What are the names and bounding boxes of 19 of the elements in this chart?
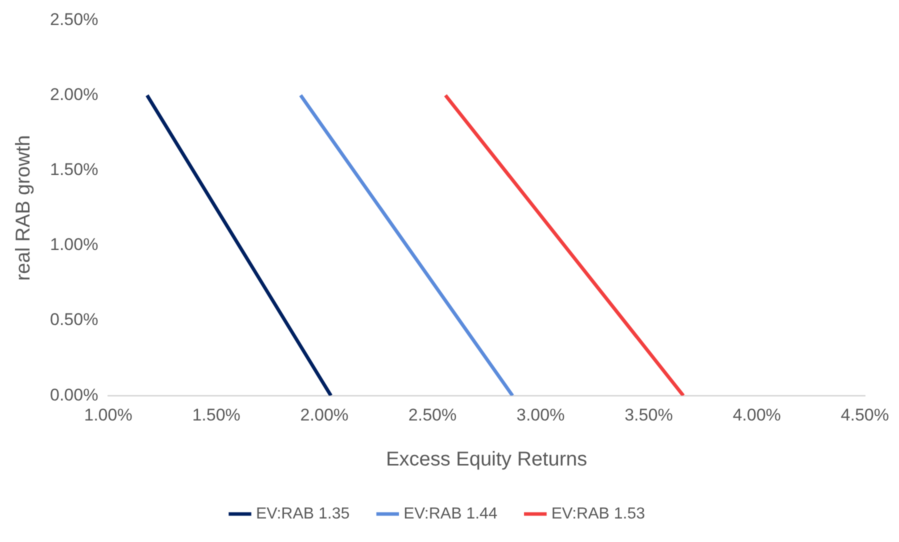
x-tick-label: 1.00%: [84, 405, 132, 424]
y-tick-label: 0.50%: [50, 310, 98, 330]
x-tick-label: 1.50%: [192, 405, 240, 424]
x-tick-label: 3.50%: [624, 405, 673, 424]
legend-label: EV:RAB 1.35: [256, 505, 350, 522]
x-tick-label: 3.00%: [516, 405, 565, 424]
y-tick-label: 1.00%: [50, 235, 98, 254]
x-tick-label: 4.50%: [840, 405, 889, 424]
x-tick-label: 2.50%: [408, 405, 457, 424]
y-tick-label: 2.00%: [50, 84, 98, 104]
x-tick-label: 2.00%: [300, 405, 349, 424]
x-axis-title: Excess Equity Returns: [386, 448, 588, 471]
y-tick-label: 2.50%: [50, 10, 98, 29]
y-tick-label: 0.00%: [50, 385, 98, 404]
y-axis-title: real RAB growth: [12, 135, 35, 281]
y-tick-label: 1.50%: [50, 160, 98, 180]
x-tick-label: 4.00%: [732, 405, 781, 424]
legend-label: EV:RAB 1.44: [404, 505, 498, 522]
legend-label: EV:RAB 1.53: [551, 505, 646, 522]
